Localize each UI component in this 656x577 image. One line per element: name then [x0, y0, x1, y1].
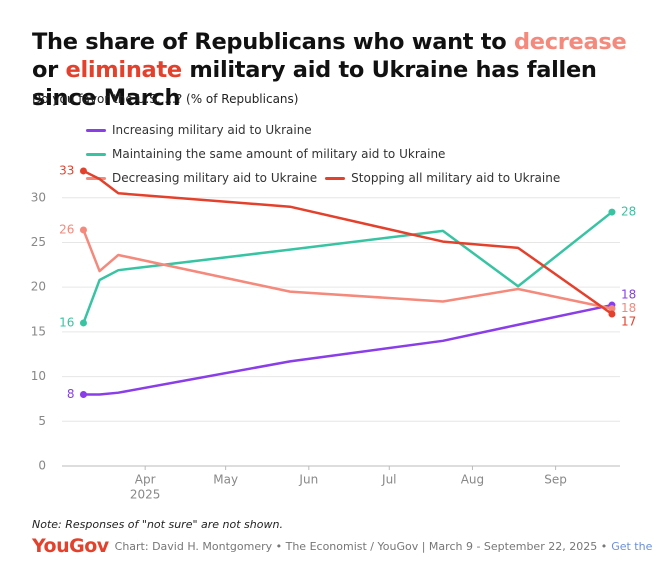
y-tick-label: 15 [31, 324, 46, 338]
value-label: 28 [621, 205, 636, 219]
y-tick-label: 5 [38, 414, 46, 428]
value-label: 8 [67, 387, 75, 401]
value-label: 17 [621, 315, 636, 329]
legend-label: Increasing military aid to Ukraine [112, 123, 312, 137]
title-part: or [32, 57, 66, 83]
value-label: 18 [621, 301, 636, 315]
legend-item: Increasing military aid to Ukraine [86, 118, 312, 142]
title-part: decrease [513, 29, 627, 55]
end-point [608, 305, 616, 313]
end-point [608, 310, 616, 318]
x-tick-label: Jun [298, 473, 318, 487]
x-year-label: 2025 [130, 488, 161, 502]
note: Note: Responses of "not sure" are not sh… [32, 518, 283, 531]
legend-item: Stopping all military aid to Ukraine [325, 166, 560, 190]
legend-label: Maintaining the same amount of military … [112, 147, 446, 161]
y-tick-label: 20 [31, 280, 46, 294]
legend-item: Maintaining the same amount of military … [86, 142, 445, 166]
series-line [82, 169, 614, 316]
value-label: 16 [59, 315, 74, 329]
y-tick-label: 30 [31, 190, 46, 204]
series-line [82, 228, 614, 310]
x-tick-label: Jul [381, 473, 396, 487]
source: Chart: David H. Montgomery • The Economi… [114, 540, 608, 553]
end-point [79, 167, 87, 175]
legend: Increasing military aid to Ukraine Mainta… [86, 118, 606, 190]
end-point [608, 208, 616, 216]
logo: YouGov [32, 535, 109, 557]
x-tick-label: Apr [135, 473, 156, 487]
end-point [79, 319, 87, 327]
x-tick-label: May [213, 473, 238, 487]
data-link[interactable]: Get the data [611, 540, 656, 553]
end-point [79, 226, 87, 234]
legend-label: Decreasing military aid to Ukraine [112, 171, 318, 185]
footer: YouGov Chart: David H. Montgomery • The E… [32, 535, 656, 557]
title-part: The share of Republicans who want to [32, 29, 514, 55]
legend-swatch [325, 177, 346, 180]
x-tick-label: Sep [544, 473, 567, 487]
end-point [79, 390, 87, 398]
series-line [82, 210, 614, 325]
x-tick-label: Aug [461, 473, 484, 487]
y-tick-label: 25 [31, 235, 46, 249]
title-part: eliminate [65, 57, 183, 83]
y-tick-label: 0 [38, 459, 46, 473]
value-label: 18 [621, 288, 636, 302]
title-part: military aid to Ukraine has fallen since… [32, 57, 597, 111]
legend-label: Stopping all military aid to Ukraine [351, 171, 561, 185]
value-label: 26 [59, 222, 74, 236]
series-line [82, 303, 614, 396]
chart-title: The share of Republicans who want to dec… [32, 28, 632, 112]
legend-swatch [86, 153, 106, 156]
legend-swatch [86, 129, 106, 132]
y-tick-label: 10 [31, 369, 46, 383]
subtitle: Do you favor the U.S. ...? (% of Republi… [32, 92, 299, 106]
value-label: 33 [59, 163, 74, 177]
